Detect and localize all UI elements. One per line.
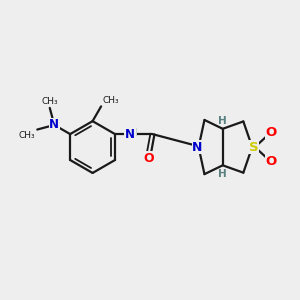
Text: N: N bbox=[125, 128, 135, 142]
Text: N: N bbox=[49, 118, 59, 131]
Text: O: O bbox=[266, 155, 277, 168]
Text: CH₃: CH₃ bbox=[18, 131, 35, 140]
Text: H: H bbox=[218, 116, 226, 126]
Text: H: H bbox=[128, 128, 136, 138]
Text: N: N bbox=[192, 141, 203, 154]
Text: O: O bbox=[266, 126, 277, 140]
Text: CH₃: CH₃ bbox=[41, 97, 58, 106]
Text: O: O bbox=[143, 152, 154, 165]
Text: H: H bbox=[218, 169, 226, 178]
Text: S: S bbox=[249, 141, 259, 154]
Text: CH₃: CH₃ bbox=[102, 96, 119, 105]
